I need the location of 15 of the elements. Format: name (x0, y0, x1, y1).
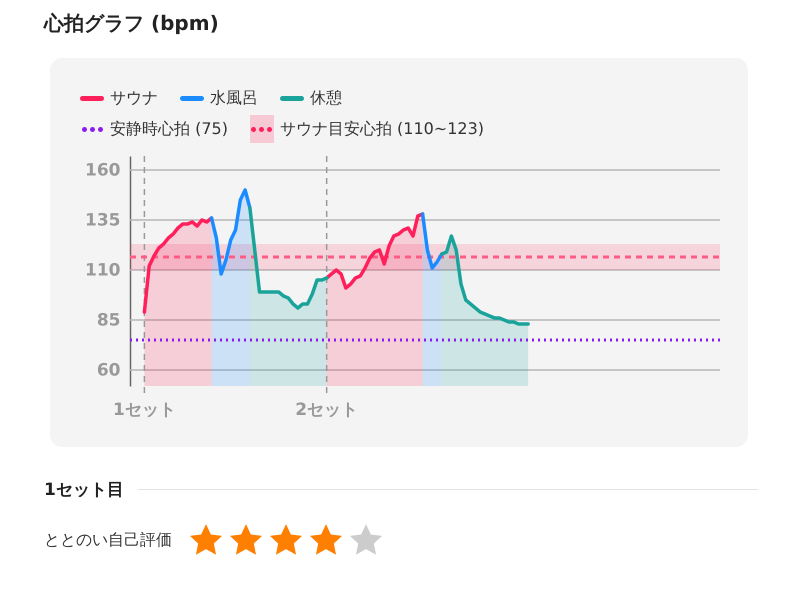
legend-label: 水風呂 (210, 88, 258, 109)
x-tick-label: 1セット (112, 400, 176, 420)
legend-label: 安静時心拍 (75) (110, 118, 228, 140)
legend-label: サウナ (110, 88, 158, 109)
text: 1セット目 (44, 479, 124, 501)
legend-label: 休憩 (310, 88, 342, 109)
y-tick-label: 135 (85, 210, 120, 230)
y-tick-label: 85 (96, 310, 120, 330)
y-tick-label: 60 (96, 360, 121, 380)
y-tick-label: 160 (85, 160, 121, 180)
y-tick-label: 110 (85, 260, 121, 280)
chart-title: 心拍グラフ (bpm) (44, 10, 219, 37)
text: ととのい自己評価 (44, 530, 172, 550)
x-tick-label: 2セット (295, 400, 358, 420)
legend-label: サウナ目安心拍 (110~123) (280, 118, 484, 140)
